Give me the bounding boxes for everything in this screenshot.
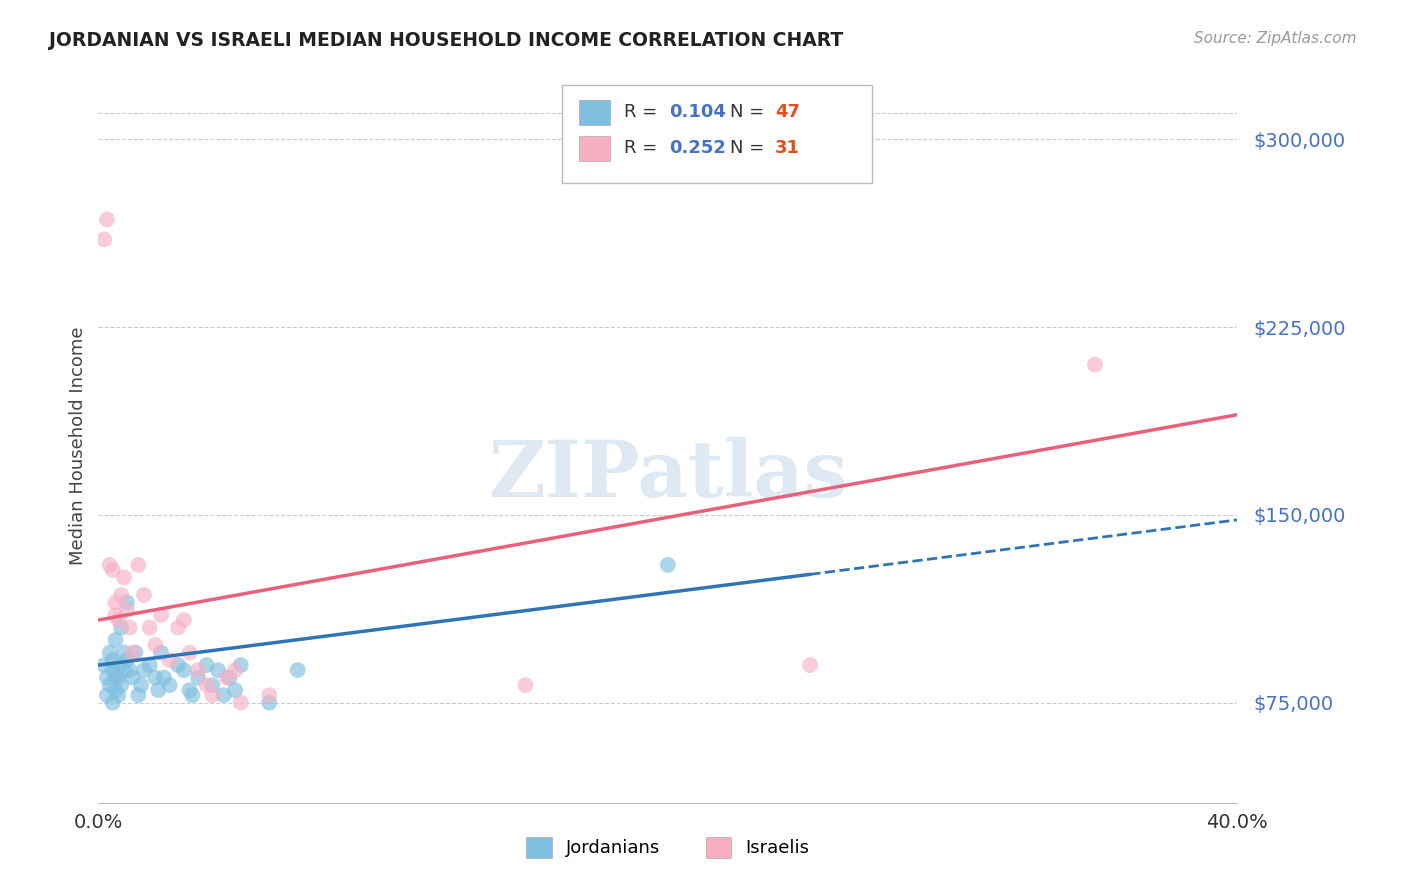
Point xyxy=(259,696,281,710)
Point xyxy=(112,663,135,677)
Point xyxy=(224,683,246,698)
Point xyxy=(112,646,135,660)
Point xyxy=(153,671,176,685)
Point xyxy=(93,232,115,246)
Point xyxy=(101,563,124,577)
Point xyxy=(96,688,118,702)
Point xyxy=(1084,358,1107,372)
Text: 31: 31 xyxy=(775,139,800,157)
Point xyxy=(150,607,173,622)
Point xyxy=(98,646,121,660)
Point xyxy=(224,663,246,677)
Point xyxy=(124,646,146,660)
Point xyxy=(159,653,181,667)
Text: R =: R = xyxy=(624,103,664,121)
Point xyxy=(515,678,537,692)
Point xyxy=(98,678,121,692)
Point xyxy=(229,696,252,710)
Point xyxy=(93,658,115,673)
Point xyxy=(173,663,195,677)
Point xyxy=(107,613,129,627)
Point xyxy=(187,671,209,685)
Text: N =: N = xyxy=(730,103,769,121)
Point xyxy=(101,663,124,677)
Point xyxy=(96,671,118,685)
Text: N =: N = xyxy=(730,139,769,157)
Point xyxy=(167,658,190,673)
Point xyxy=(110,588,132,602)
Point xyxy=(110,621,132,635)
Point xyxy=(121,646,143,660)
Point xyxy=(96,212,118,227)
Point xyxy=(148,683,170,698)
Legend: Jordanians, Israelis: Jordanians, Israelis xyxy=(519,830,817,865)
Point xyxy=(179,646,201,660)
Y-axis label: Median Household Income: Median Household Income xyxy=(69,326,87,566)
Point xyxy=(104,633,127,648)
Text: 0.252: 0.252 xyxy=(669,139,725,157)
Point xyxy=(104,595,127,609)
Point xyxy=(107,671,129,685)
Point xyxy=(259,688,281,702)
Point xyxy=(212,688,235,702)
Point xyxy=(195,678,218,692)
Point xyxy=(104,683,127,698)
Point xyxy=(218,671,240,685)
Text: R =: R = xyxy=(624,139,664,157)
Point xyxy=(145,638,167,652)
Point xyxy=(101,696,124,710)
Point xyxy=(104,668,127,682)
Point xyxy=(167,621,190,635)
Point xyxy=(107,658,129,673)
Text: JORDANIAN VS ISRAELI MEDIAN HOUSEHOLD INCOME CORRELATION CHART: JORDANIAN VS ISRAELI MEDIAN HOUSEHOLD IN… xyxy=(49,31,844,50)
Point xyxy=(107,688,129,702)
Point xyxy=(115,603,138,617)
Point xyxy=(201,688,224,702)
Point xyxy=(657,558,679,572)
Point xyxy=(138,621,160,635)
Point xyxy=(138,658,160,673)
Point xyxy=(115,653,138,667)
Point xyxy=(112,570,135,584)
Text: 47: 47 xyxy=(775,103,800,121)
Point xyxy=(159,678,181,692)
Point xyxy=(121,671,143,685)
Point xyxy=(287,663,309,677)
Point xyxy=(207,663,229,677)
Point xyxy=(181,688,204,702)
Point xyxy=(132,588,155,602)
Point xyxy=(187,663,209,677)
Point xyxy=(115,595,138,609)
Point xyxy=(195,658,218,673)
Point xyxy=(110,678,132,692)
Point xyxy=(145,671,167,685)
Point xyxy=(101,653,124,667)
Point xyxy=(173,613,195,627)
Point xyxy=(179,683,201,698)
Point xyxy=(127,558,149,572)
Point xyxy=(201,678,224,692)
Point xyxy=(215,671,238,685)
Point xyxy=(127,688,149,702)
Point xyxy=(229,658,252,673)
Text: Source: ZipAtlas.com: Source: ZipAtlas.com xyxy=(1194,31,1357,46)
Point xyxy=(98,558,121,572)
Point xyxy=(118,663,141,677)
Point xyxy=(150,646,173,660)
Point xyxy=(129,678,152,692)
Point xyxy=(132,663,155,677)
Point xyxy=(118,621,141,635)
Text: 0.104: 0.104 xyxy=(669,103,725,121)
Point xyxy=(104,607,127,622)
Point xyxy=(799,658,821,673)
Text: ZIPatlas: ZIPatlas xyxy=(488,436,848,513)
